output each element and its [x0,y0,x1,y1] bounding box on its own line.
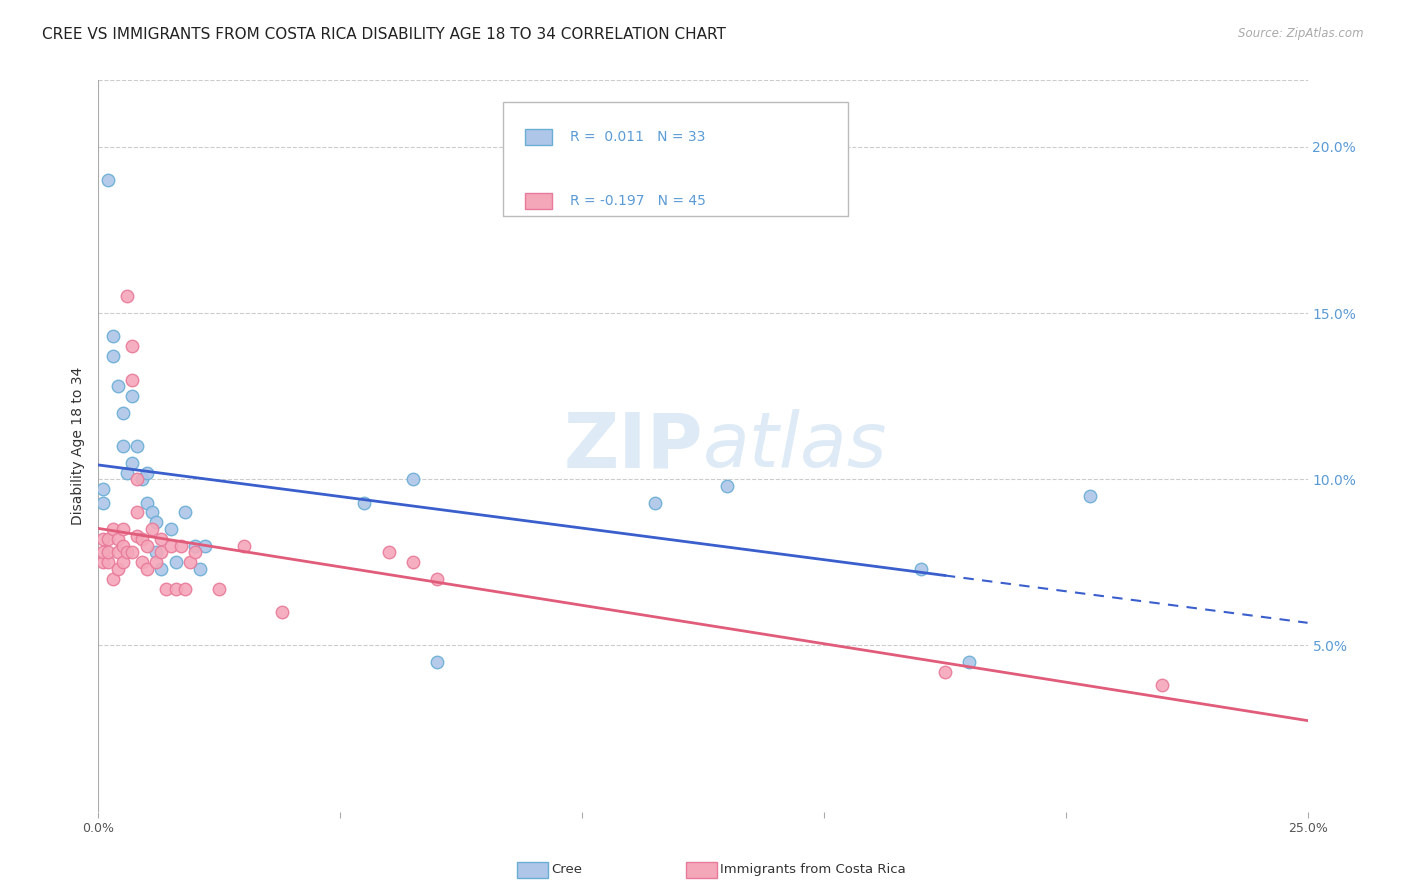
Point [91,495,114,509]
Point [101,329,124,343]
Point [121,389,143,403]
Text: CREE VS IMMIGRANTS FROM COSTA RICA DISABILITY AGE 18 TO 34 CORRELATION CHART: CREE VS IMMIGRANTS FROM COSTA RICA DISAB… [42,27,725,42]
Point [97,545,120,559]
Point [208,582,231,596]
Point [377,545,399,559]
Point [107,379,129,393]
Text: R = -0.197   N = 45: R = -0.197 N = 45 [569,194,706,208]
Point [101,572,124,586]
Text: Cree: Cree [551,863,582,876]
Point [644,495,666,509]
Text: Source: ZipAtlas.com: Source: ZipAtlas.com [1239,27,1364,40]
Point [121,545,143,559]
Point [91,482,114,496]
Point [131,555,153,569]
Point [111,522,134,536]
Point [271,605,294,619]
Text: atlas: atlas [703,409,887,483]
Point [188,562,211,576]
Point [232,539,254,553]
FancyBboxPatch shape [503,103,848,216]
Point [97,532,120,546]
Point [121,339,143,353]
Point [160,539,183,553]
Point [127,506,149,520]
Point [934,665,956,679]
Point [117,466,139,480]
Point [716,479,738,493]
Point [145,555,167,569]
Point [141,506,163,520]
Point [107,562,129,576]
Point [150,562,173,576]
Point [91,532,114,546]
Point [97,173,120,187]
Point [135,466,157,480]
Point [107,532,129,546]
Point [127,472,149,486]
Point [957,655,980,669]
Point [160,522,183,536]
Point [101,349,124,363]
Point [131,532,153,546]
FancyBboxPatch shape [526,193,553,209]
Point [184,539,207,553]
Point [402,555,425,569]
Point [150,545,173,559]
Point [127,439,149,453]
Point [111,406,134,420]
Point [111,539,134,553]
Point [194,539,217,553]
Point [426,655,449,669]
Text: ZIP: ZIP [564,409,703,483]
Point [131,472,153,486]
Point [101,522,124,536]
Point [174,506,197,520]
Point [97,555,120,569]
Point [135,539,157,553]
Point [155,582,177,596]
Point [127,529,149,543]
Point [165,555,187,569]
Point [121,456,143,470]
Point [179,555,201,569]
Point [91,545,114,559]
Point [111,555,134,569]
Point [184,545,207,559]
Point [145,545,167,559]
Point [169,539,191,553]
Point [165,582,187,596]
Point [174,582,197,596]
Point [107,545,129,559]
Point [145,516,167,530]
Point [135,562,157,576]
Point [910,562,932,576]
Point [402,472,425,486]
Point [141,522,163,536]
Point [117,289,139,303]
Point [1078,489,1101,503]
Y-axis label: Disability Age 18 to 34: Disability Age 18 to 34 [72,367,86,525]
Point [1152,678,1174,692]
Point [150,532,173,546]
Text: R =  0.011   N = 33: R = 0.011 N = 33 [569,130,706,145]
Point [426,572,449,586]
Text: Immigrants from Costa Rica: Immigrants from Costa Rica [720,863,905,876]
FancyBboxPatch shape [526,129,553,145]
Point [111,439,134,453]
Point [121,372,143,386]
Point [91,555,114,569]
Point [353,495,375,509]
Point [135,495,157,509]
Point [117,545,139,559]
